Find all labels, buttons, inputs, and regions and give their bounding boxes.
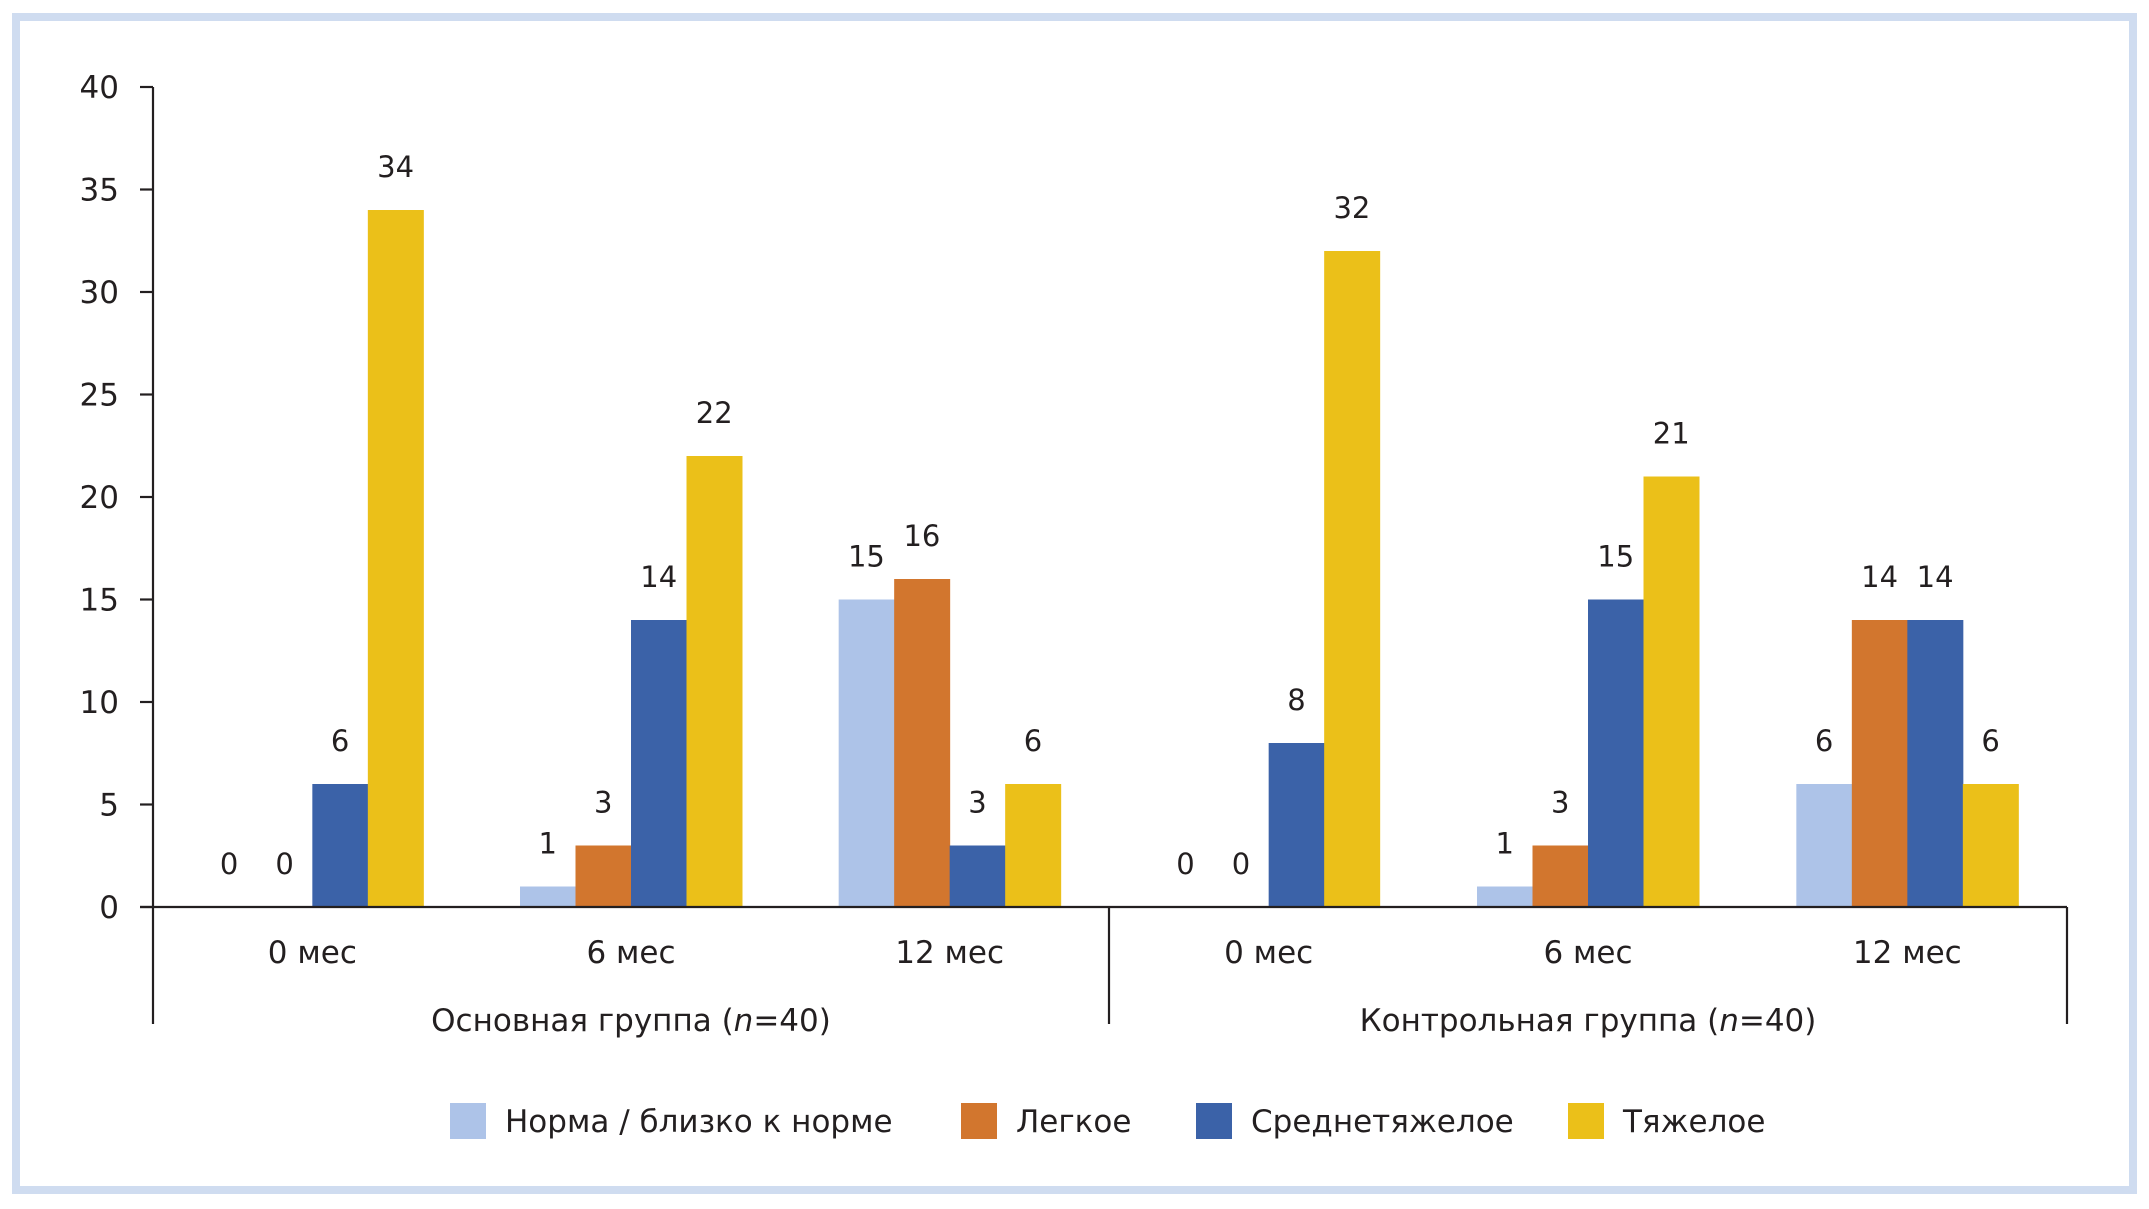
x-category-label: 6 мес (586, 935, 675, 971)
legend-swatch (450, 1103, 486, 1139)
bar (1268, 743, 1325, 907)
group-label-main: Основная группа ( (431, 1003, 734, 1039)
bar (686, 456, 743, 907)
x-category-label: 6 мес (1543, 935, 1632, 971)
data-label: 16 (903, 519, 940, 553)
legend-swatch (1568, 1103, 1604, 1139)
bar (949, 845, 1006, 907)
bar (575, 845, 632, 907)
data-label: 22 (696, 396, 733, 430)
y-tick-label: 5 (99, 788, 119, 824)
data-label: 21 (1653, 417, 1690, 451)
x-category-label: 0 мес (268, 935, 357, 971)
bar (312, 784, 369, 907)
data-label: 15 (848, 540, 885, 574)
bar (1851, 620, 1908, 907)
legend-label: Среднетяжелое (1251, 1104, 1514, 1140)
legend-swatch (961, 1103, 997, 1139)
y-axis: 0 5 10 15 20 25 30 35 40 (80, 70, 155, 1024)
bar (1324, 251, 1381, 907)
y-tick-label: 30 (80, 275, 119, 311)
legend-label: Норма / близко к норме (505, 1104, 893, 1140)
x-category-label: 0 мес (1224, 935, 1313, 971)
data-label: 0 (1232, 847, 1250, 881)
bar (894, 579, 951, 907)
chart-frame (12, 13, 2137, 1194)
data-label: 6 (331, 724, 349, 758)
group-label: Контрольная группа (n=40) (1360, 1003, 1817, 1039)
bar (1907, 620, 1964, 907)
bar (1962, 784, 2019, 907)
y-tick-label: 10 (80, 685, 119, 721)
x-axis: Основная группа (n=40) Контрольная группа… (140, 905, 2069, 1039)
data-label: 32 (1333, 191, 1370, 225)
y-tick-label: 25 (80, 378, 119, 414)
group-label-rest: =40) (753, 1003, 831, 1039)
data-label: 1 (1496, 827, 1514, 861)
data-label: 34 (377, 150, 414, 184)
y-tick-label: 40 (80, 70, 119, 106)
data-label: 6 (1815, 724, 1833, 758)
y-tick-label: 15 (80, 583, 119, 619)
group-label: Основная группа (n=40) (431, 1003, 831, 1039)
bar (1005, 784, 1062, 907)
data-label: 6 (1024, 724, 1042, 758)
bar (520, 886, 576, 907)
group-label-rest: =40) (1739, 1003, 1817, 1039)
data-label: 0 (220, 847, 238, 881)
bar (1796, 784, 1853, 907)
bar (367, 210, 424, 907)
data-label: 14 (1917, 560, 1954, 594)
legend-item: Среднетяжелое (1196, 1103, 1514, 1140)
legend-swatch (1196, 1103, 1232, 1139)
legend: Норма / близко к норме Легкое Среднетяжело… (450, 1103, 1765, 1140)
group-label-main: Контрольная группа ( (1360, 1003, 1720, 1039)
data-label: 14 (640, 560, 677, 594)
data-label: 14 (1861, 560, 1898, 594)
legend-label: Легкое (1016, 1104, 1131, 1140)
legend-label: Тяжелое (1622, 1104, 1765, 1140)
legend-item: Легкое (961, 1103, 1131, 1140)
data-label: 0 (1176, 847, 1194, 881)
data-label: 1 (539, 827, 557, 861)
x-category-label: 12 мес (1853, 935, 1962, 971)
group-label-n: n (734, 1003, 754, 1039)
legend-item: Тяжелое (1568, 1103, 1765, 1140)
bar (631, 620, 687, 907)
bar (838, 599, 895, 907)
bar (1588, 599, 1644, 907)
bars (312, 210, 2019, 907)
data-label: 15 (1597, 540, 1634, 574)
bar (1643, 476, 1700, 907)
group-label-n: n (1719, 1003, 1739, 1039)
data-label: 3 (594, 786, 612, 820)
bar (1477, 886, 1533, 907)
x-category-label: 12 мес (895, 935, 1004, 971)
y-tick-label: 20 (80, 480, 119, 516)
legend-item: Норма / близко к норме (450, 1103, 893, 1140)
data-label: 3 (1551, 786, 1569, 820)
y-tick-label: 0 (99, 890, 119, 926)
data-label: 3 (968, 786, 986, 820)
y-tick-label: 35 (80, 173, 119, 209)
data-label: 6 (1981, 724, 1999, 758)
data-label: 8 (1287, 683, 1305, 717)
data-label: 0 (275, 847, 293, 881)
bar (1532, 845, 1589, 907)
